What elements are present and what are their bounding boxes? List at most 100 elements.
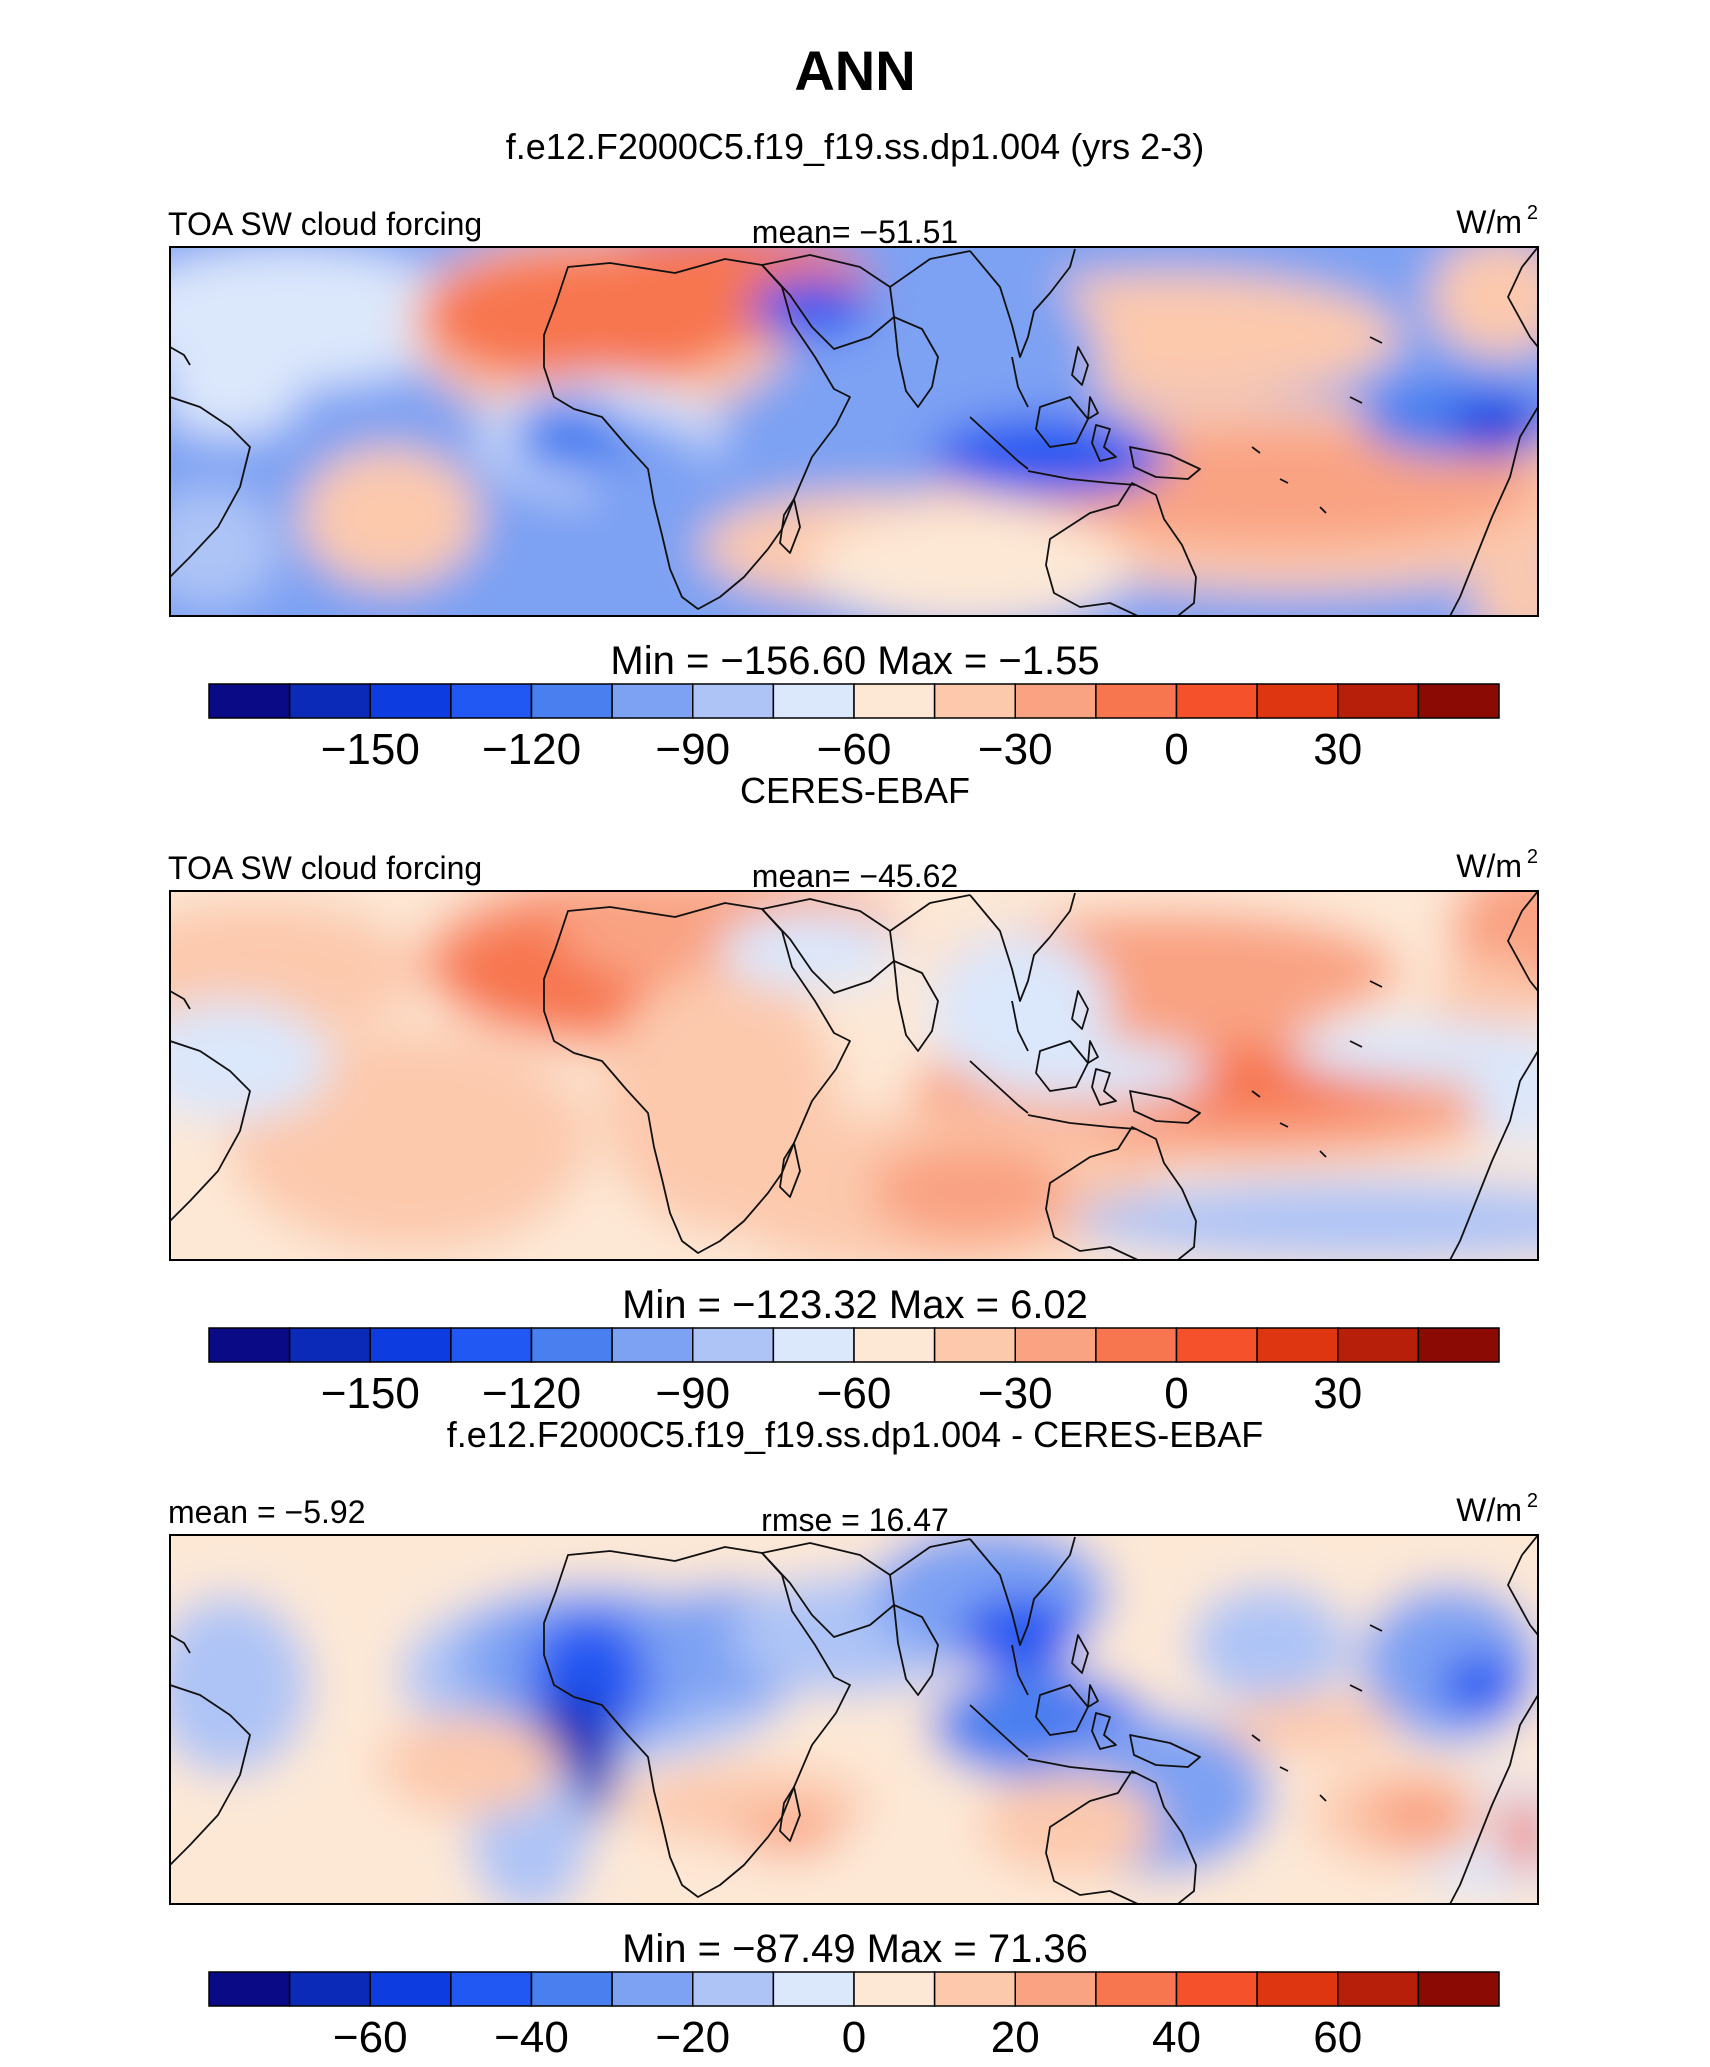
colorbar-swatch	[1417, 1971, 1500, 2007]
colorbar-swatch	[772, 683, 855, 719]
colorbar-swatch	[1417, 1327, 1500, 1363]
colorbar-tick-label: −60	[817, 725, 892, 774]
panel-header: f.e12.F2000C5.f19_f19.ss.dp1.004 (yrs 2-…	[506, 126, 1204, 167]
figure-title: ANN	[794, 39, 915, 102]
units-superscript: 2	[1527, 1490, 1538, 1512]
colorbar-swatch	[772, 1971, 855, 2007]
colorbar-tick-label: −20	[655, 2013, 730, 2062]
colorbar-swatch	[1095, 683, 1178, 719]
colorbar: −60 −40 −20 0 20 40 60	[208, 1971, 1500, 2062]
map-frame	[169, 890, 1539, 1261]
minmax-label: Min = −156.60 Max = −1.55	[610, 639, 1099, 683]
units-superscript: 2	[1527, 202, 1538, 224]
panel-center-label: rmse = 16.47	[761, 1502, 949, 1538]
colorbar-tick-label: −120	[482, 1369, 581, 1418]
colorbar-swatch	[1095, 1327, 1178, 1363]
colorbar-swatch	[933, 683, 1016, 719]
panel-1: f.e12.F2000C5.f19_f19.ss.dp1.004 (yrs 2-…	[168, 126, 1539, 774]
colorbar-swatch	[1175, 1971, 1258, 2007]
colorbar-swatch	[530, 1971, 613, 2007]
minmax-label: Min = −87.49 Max = 71.36	[622, 1927, 1088, 1971]
panel-center-label: mean= −45.62	[752, 858, 958, 894]
colorbar-swatch	[611, 1327, 694, 1363]
panel-header: CERES-EBAF	[740, 770, 970, 811]
units-superscript: 2	[1527, 846, 1538, 868]
colorbar-tick-label: −150	[321, 1369, 420, 1418]
colorbar-swatch	[1256, 683, 1339, 719]
colorbar-swatch	[1095, 1971, 1178, 2007]
colorbar-swatch	[530, 683, 613, 719]
colorbar-swatch	[853, 683, 936, 719]
colorbar-swatch	[692, 683, 775, 719]
colorbar-tick-label: −30	[978, 1369, 1053, 1418]
colorbar-swatch	[369, 1971, 452, 2007]
field-map	[170, 247, 1538, 616]
colorbar-tick-label: 0	[1164, 1369, 1188, 1418]
units-label: W/m	[1456, 204, 1522, 240]
colorbar-swatch	[1337, 1971, 1420, 2007]
colorbar-swatch	[369, 1327, 452, 1363]
colorbar-swatch	[369, 683, 452, 719]
colorbar-swatch	[1256, 1327, 1339, 1363]
colorbar-swatch	[208, 1971, 291, 2007]
colorbar-swatch	[933, 1327, 1016, 1363]
colorbar-swatch	[1417, 683, 1500, 719]
colorbar-swatch	[1014, 1971, 1097, 2007]
colorbar-tick-label: 0	[842, 2013, 866, 2062]
colorbar-swatch	[450, 683, 533, 719]
field-map	[170, 891, 1538, 1260]
colorbar-swatch	[288, 1327, 371, 1363]
panel-left-label: TOA SW cloud forcing	[168, 850, 482, 886]
colorbar-swatch	[1337, 683, 1420, 719]
colorbar-tick-label: 60	[1313, 2013, 1362, 2062]
colorbar-swatch	[1175, 1327, 1258, 1363]
panel-2: CERES-EBAF TOA SW cloud forcing mean= −45.…	[168, 770, 1539, 1418]
colorbar-tick-label: 30	[1313, 1369, 1362, 1418]
colorbar-swatch	[1256, 1971, 1339, 2007]
colorbar-swatch	[853, 1971, 936, 2007]
panel-center-label: mean= −51.51	[752, 214, 958, 250]
colorbar-swatch	[288, 683, 371, 719]
field-map	[170, 1535, 1538, 1904]
panel-left-label: TOA SW cloud forcing	[168, 206, 482, 242]
colorbar-swatch	[530, 1327, 613, 1363]
colorbar-tick-label: 0	[1164, 725, 1188, 774]
colorbar-tick-label: −150	[321, 725, 420, 774]
colorbar-tick-label: −40	[494, 2013, 569, 2062]
colorbar-tick-label: 30	[1313, 725, 1362, 774]
colorbar-swatch	[772, 1327, 855, 1363]
colorbar-tick-label: −60	[817, 1369, 892, 1418]
colorbar-swatch	[692, 1971, 775, 2007]
colorbar-tick-label: −120	[482, 725, 581, 774]
colorbar-swatch	[1014, 1327, 1097, 1363]
colorbar-tick-label: 40	[1152, 2013, 1201, 2062]
colorbar-swatch	[288, 1971, 371, 2007]
panel-left-label: mean = −5.92	[168, 1494, 365, 1530]
map-frame	[169, 246, 1539, 617]
colorbar-swatch	[208, 683, 291, 719]
colorbar-swatch	[1175, 683, 1258, 719]
colorbar-tick-label: 20	[991, 2013, 1040, 2062]
colorbar-swatch	[692, 1327, 775, 1363]
colorbar-swatch	[611, 683, 694, 719]
colorbar-swatch	[853, 1327, 936, 1363]
panel-header: f.e12.F2000C5.f19_f19.ss.dp1.004 - CERES…	[447, 1414, 1263, 1455]
colorbar-swatch	[611, 1971, 694, 2007]
colorbar-tick-label: −90	[655, 725, 730, 774]
colorbar-swatch	[1337, 1327, 1420, 1363]
units-label: W/m	[1456, 1492, 1522, 1528]
colorbar-tick-label: −60	[333, 2013, 408, 2062]
colorbar-swatch	[933, 1971, 1016, 2007]
colorbar-swatch	[450, 1971, 533, 2007]
colorbar: −150 −120 −90 −60 −30 0 30	[208, 683, 1500, 774]
units-label: W/m	[1456, 848, 1522, 884]
colorbar: −150 −120 −90 −60 −30 0 30	[208, 1327, 1500, 1418]
colorbar-swatch	[450, 1327, 533, 1363]
colorbar-tick-label: −30	[978, 725, 1053, 774]
colorbar-tick-label: −90	[655, 1369, 730, 1418]
map-frame	[169, 1534, 1539, 1905]
colorbar-swatch	[208, 1327, 291, 1363]
panel-3: f.e12.F2000C5.f19_f19.ss.dp1.004 - CERES…	[168, 1414, 1539, 2062]
colorbar-swatch	[1014, 683, 1097, 719]
